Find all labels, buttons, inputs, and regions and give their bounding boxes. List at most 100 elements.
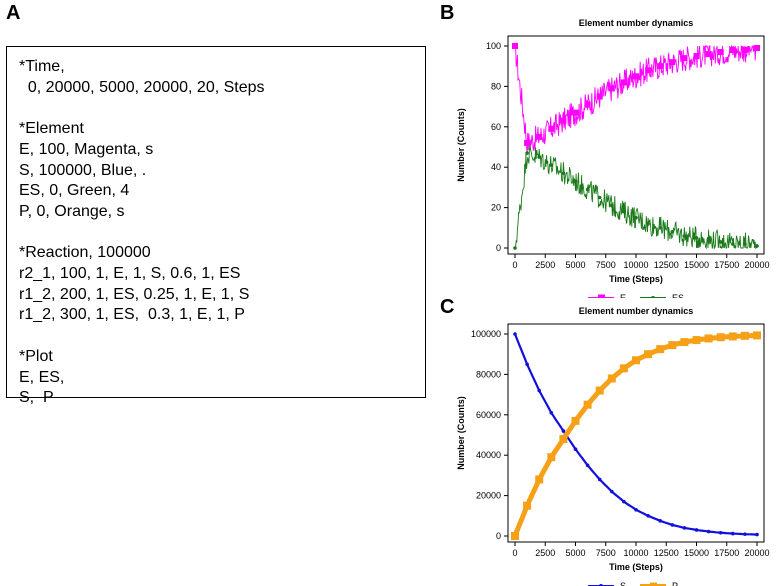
legend-label: ES — [672, 293, 684, 298]
data-point — [680, 338, 689, 347]
data-point — [669, 59, 676, 66]
panel-label-a: A — [6, 2, 21, 24]
legend-label: P — [672, 581, 678, 586]
series-line — [515, 44, 757, 156]
data-point — [644, 350, 653, 359]
data-point — [741, 47, 748, 54]
data-point — [597, 477, 602, 482]
data-point — [634, 507, 638, 512]
data-point — [682, 526, 687, 530]
data-point — [559, 435, 568, 444]
x-tick-label: 10000 — [623, 260, 648, 270]
config-line: *Reaction, 100000 — [19, 244, 151, 262]
data-point — [585, 187, 590, 192]
x-tick-label: 20000 — [744, 260, 769, 270]
data-point — [718, 530, 723, 535]
data-point — [585, 463, 590, 468]
data-point — [560, 117, 567, 124]
x-tick-label: 12500 — [654, 260, 679, 270]
config-line: ES, 0, Green, 4 — [19, 182, 130, 200]
data-point — [511, 532, 519, 540]
data-point — [731, 531, 735, 536]
x-tick-label: 10000 — [623, 548, 648, 558]
data-point — [513, 246, 517, 250]
y-tick-label: 60 — [491, 122, 501, 132]
data-point — [729, 47, 736, 54]
data-point — [608, 85, 615, 92]
y-axis-label: Number (Counts) — [456, 108, 466, 182]
config-line: r2_1, 100, 1, E, 1, S, 0.6, 1, ES — [19, 265, 241, 282]
series-e — [512, 43, 760, 156]
legend-label: E — [620, 293, 626, 298]
series-line — [514, 145, 758, 250]
data-point — [658, 519, 662, 523]
data-point — [549, 163, 554, 167]
x-axis-label: Time (Steps) — [609, 562, 663, 572]
data-point — [656, 345, 665, 354]
data-point — [743, 242, 747, 246]
y-tick-label: 0 — [496, 531, 501, 541]
data-point — [755, 532, 759, 537]
data-point — [692, 336, 701, 345]
chart-title: Element number dynamics — [579, 306, 694, 316]
data-point — [571, 416, 580, 425]
config-line: S, P — [19, 389, 54, 407]
data-point — [740, 331, 749, 340]
data-point — [596, 93, 603, 100]
config-line: S, 100000, Blue, . — [19, 161, 147, 179]
panel-label-c: C — [440, 296, 455, 318]
data-point — [513, 332, 517, 336]
data-point — [525, 362, 529, 367]
data-point — [561, 429, 566, 433]
panel-label-b: B — [440, 2, 455, 24]
data-point — [525, 151, 529, 155]
data-point — [620, 79, 627, 86]
data-point — [668, 341, 677, 350]
data-point — [658, 226, 662, 230]
data-point — [646, 514, 650, 518]
y-tick-label: 100 — [486, 41, 501, 51]
chart-title: Element number dynamics — [579, 18, 694, 28]
x-tick-label: 0 — [512, 548, 517, 558]
config-line: *Element — [19, 120, 84, 138]
series-s — [513, 332, 759, 537]
data-point — [622, 209, 626, 214]
series-es — [513, 145, 759, 250]
data-point — [670, 523, 675, 527]
data-point — [573, 447, 578, 451]
data-point — [706, 238, 711, 242]
y-tick-label: 20 — [491, 203, 501, 213]
chart-c: Element number dynamics 0 20000 40000 60000 8… — [456, 306, 770, 586]
data-point — [694, 236, 699, 240]
data-point — [743, 532, 747, 536]
y-tick-label: 80000 — [476, 369, 501, 379]
data-point — [583, 400, 592, 409]
data-point — [537, 388, 541, 393]
data-point — [716, 333, 725, 342]
data-point — [693, 53, 700, 60]
data-point — [731, 242, 735, 246]
y-tick-label: 40000 — [476, 450, 501, 460]
config-line: P, 0, Orange, s — [19, 202, 125, 220]
x-tick-label: 15000 — [684, 548, 709, 558]
config-line: r1_2, 300, 1, ES, 0.3, 1, E, 1, P — [19, 306, 245, 324]
x-tick-label: 12500 — [654, 548, 679, 558]
config-text-box: *Time, 0, 20000, 5000, 20000, 20, Steps *… — [6, 46, 426, 406]
data-point — [682, 234, 687, 238]
x-tick-label: 7500 — [596, 260, 616, 270]
series-line — [512, 332, 758, 537]
data-point — [512, 43, 518, 49]
data-point — [717, 49, 724, 56]
data-point — [584, 101, 591, 108]
y-axis-label: Number (Counts) — [456, 396, 466, 470]
data-point — [622, 499, 626, 504]
legend-marker — [598, 294, 605, 298]
legend-marker — [651, 296, 655, 298]
legend-marker — [650, 582, 657, 586]
y-tick-label: 100000 — [471, 329, 501, 339]
data-point — [535, 475, 544, 484]
legend-label: S — [620, 581, 626, 586]
data-point — [610, 203, 614, 208]
data-point — [536, 133, 543, 140]
x-tick-label: 5000 — [565, 548, 585, 558]
